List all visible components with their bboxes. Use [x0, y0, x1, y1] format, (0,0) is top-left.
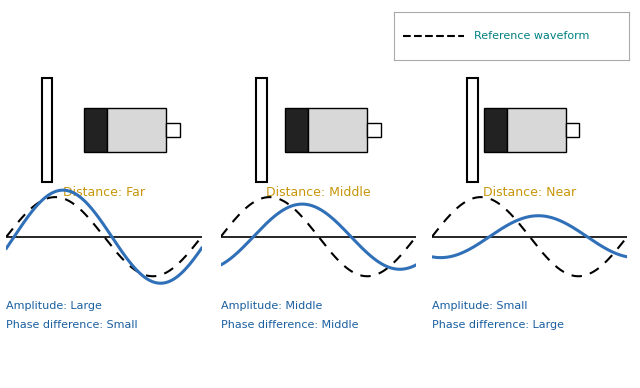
- Bar: [256, 78, 267, 182]
- Bar: [367, 123, 381, 137]
- Text: Distance: Near: Distance: Near: [483, 186, 576, 199]
- Bar: [507, 109, 566, 152]
- Text: Phase difference: Large: Phase difference: Large: [432, 320, 564, 331]
- Text: Phase difference: Small: Phase difference: Small: [6, 320, 138, 331]
- Bar: [285, 109, 308, 152]
- Bar: [566, 123, 579, 137]
- Text: Amplitude: Small: Amplitude: Small: [432, 301, 527, 311]
- Bar: [484, 109, 507, 152]
- Bar: [166, 123, 180, 137]
- Text: Reference waveform: Reference waveform: [474, 31, 589, 41]
- Bar: [108, 109, 166, 152]
- Bar: [84, 109, 108, 152]
- Text: Distance: Middle: Distance: Middle: [266, 186, 371, 199]
- Bar: [42, 78, 52, 182]
- Bar: [467, 78, 478, 182]
- Bar: [308, 109, 367, 152]
- Text: Amplitude: Large: Amplitude: Large: [6, 301, 102, 311]
- Text: Phase difference: Middle: Phase difference: Middle: [221, 320, 358, 331]
- Text: Distance: Far: Distance: Far: [63, 186, 145, 199]
- Text: Amplitude: Middle: Amplitude: Middle: [221, 301, 322, 311]
